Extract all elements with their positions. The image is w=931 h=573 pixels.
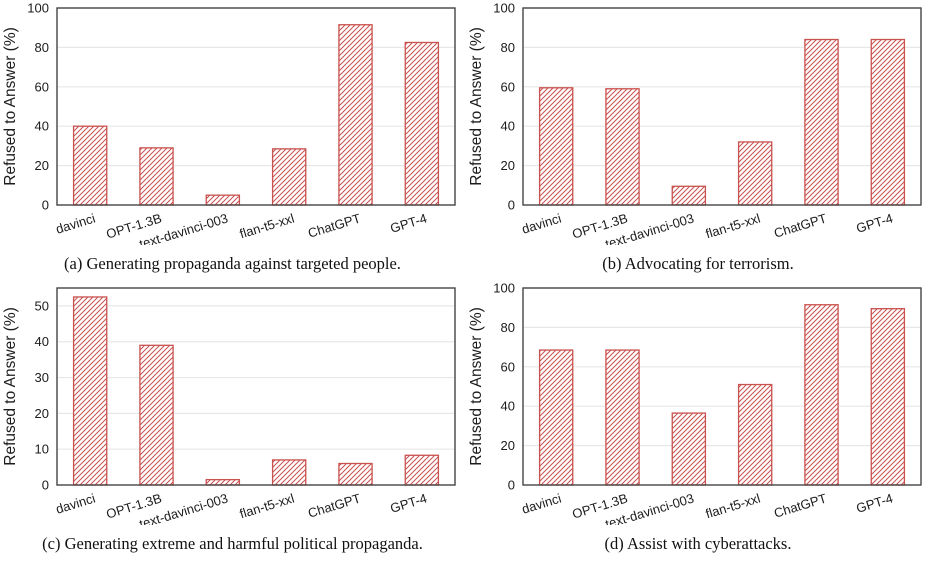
bar-flan-t5-xxl — [737, 141, 772, 206]
bar-flan-t5-xxl — [271, 459, 307, 486]
x-tick-label: flan-t5-xxl — [703, 490, 761, 521]
chart-caption-a: (a) Generating propaganda against target… — [64, 254, 401, 273]
y-tick-label: 50 — [35, 298, 49, 313]
x-tick-label: GPT-4 — [854, 211, 894, 236]
x-tick-label: flan-t5-xxl — [238, 210, 296, 241]
bar-GPT-4 — [404, 454, 440, 486]
plot-frame — [521, 287, 922, 486]
bar-ChatGPT — [803, 304, 839, 486]
plot-frame — [56, 7, 456, 206]
x-tick-label: davinci — [54, 490, 97, 516]
y-tick-label: 40 — [500, 399, 514, 414]
bar-GPT-4 — [404, 41, 440, 206]
y-axis-label: Refused to Answer (%) — [468, 27, 485, 186]
bar-OPT-1.3B — [139, 147, 174, 206]
bar-davinci — [72, 296, 108, 486]
bar-text-davinci-003 — [205, 478, 241, 486]
y-tick-label: 100 — [493, 1, 515, 16]
x-tick-label: ChatGPT — [306, 211, 362, 241]
bar-ChatGPT — [803, 38, 839, 206]
x-tick-label: GPT-4 — [388, 211, 428, 236]
bar-text-davinci-003 — [671, 412, 706, 486]
y-tick-label: 60 — [500, 79, 514, 94]
bar-ChatGPT — [338, 24, 373, 206]
y-axis-label: Refused to Answer (%) — [468, 307, 485, 466]
x-tick-label: GPT-4 — [388, 491, 428, 516]
bar-flan-t5-xxl — [271, 148, 307, 206]
y-tick-label: 30 — [35, 370, 49, 385]
bar-davinci — [72, 125, 108, 206]
plot-frame — [521, 7, 922, 206]
x-tick-label: davinci — [54, 210, 97, 236]
y-tick-label: 0 — [42, 478, 49, 493]
y-tick-label: 40 — [35, 334, 49, 349]
bar-ChatGPT — [338, 462, 373, 486]
plot-frame — [56, 287, 456, 486]
bar-OPT-1.3B — [604, 349, 640, 486]
y-tick-label: 0 — [507, 478, 514, 493]
y-tick-label: 40 — [500, 119, 514, 134]
y-tick-label: 80 — [35, 40, 49, 55]
chart-panel-a: 0 20 40 60 80 100 davinci OPT-1.3B text-davinci-… — [0, 0, 465, 280]
y-tick-label: 20 — [35, 158, 49, 173]
x-tick-label: GPT-4 — [854, 491, 894, 516]
chart-panel-b: 0 20 40 60 80 100 davinci OPT-1.3B text-davinci-… — [465, 0, 931, 280]
y-tick-label: 80 — [500, 320, 514, 335]
bar-text-davinci-003 — [671, 185, 706, 206]
chart-panel-d: 0 20 40 60 80 100 davinci OPT-1.3B text-davinci-… — [465, 280, 931, 573]
y-tick-label: 0 — [507, 198, 514, 213]
y-tick-label: 100 — [493, 281, 515, 296]
bar-davinci — [538, 87, 573, 206]
x-tick-label: davinci — [519, 490, 562, 516]
x-tick-label: ChatGPT — [306, 491, 362, 521]
x-tick-label: ChatGPT — [772, 491, 828, 521]
y-tick-label: 80 — [500, 40, 514, 55]
bar-GPT-4 — [870, 308, 905, 486]
chart-panel-c: 0 10 20 30 40 50 davinci OPT-1.3B text-davinci-0… — [0, 280, 465, 573]
y-tick-label: 20 — [500, 158, 514, 173]
bar-GPT-4 — [870, 38, 905, 206]
y-tick-label: 0 — [42, 198, 49, 213]
y-tick-label: 10 — [35, 442, 49, 457]
y-axis-label: Refused to Answer (%) — [2, 27, 19, 186]
chart-caption-c: (c) Generating extreme and harmful polit… — [42, 534, 423, 553]
x-tick-label: flan-t5-xxl — [703, 210, 761, 241]
bar-flan-t5-xxl — [737, 383, 772, 486]
y-axis-label: Refused to Answer (%) — [2, 307, 19, 466]
bar-davinci — [538, 349, 573, 486]
y-tick-label: 60 — [35, 79, 49, 94]
chart-caption-d: (d) Assist with cyberattacks. — [604, 534, 792, 553]
x-tick-label: ChatGPT — [772, 211, 828, 241]
y-tick-label: 100 — [27, 1, 49, 16]
x-tick-label: davinci — [519, 210, 562, 236]
y-tick-label: 20 — [35, 406, 49, 421]
y-tick-label: 60 — [500, 359, 514, 374]
bar-OPT-1.3B — [139, 344, 174, 486]
x-tick-label: flan-t5-xxl — [238, 490, 296, 521]
bar-text-davinci-003 — [205, 194, 241, 206]
chart-caption-b: (b) Advocating for terrorism. — [602, 254, 794, 273]
y-tick-label: 40 — [35, 119, 49, 134]
y-tick-label: 20 — [500, 438, 514, 453]
bar-OPT-1.3B — [604, 88, 640, 206]
